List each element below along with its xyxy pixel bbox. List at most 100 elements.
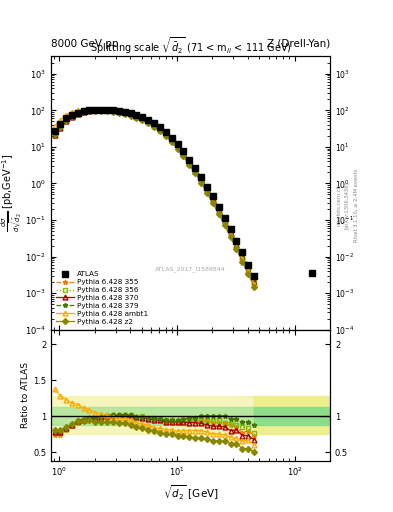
Pythia 6.428 356	[222, 217, 227, 223]
Pythia 6.428 z2	[181, 153, 185, 159]
Pythia 6.428 355	[70, 114, 74, 120]
Pythia 6.428 ambt1	[99, 106, 104, 112]
Pythia 6.428 355	[87, 108, 92, 114]
Pythia 6.428 356	[134, 112, 139, 118]
Pythia 6.428 379	[252, 275, 257, 281]
Pythia 6.428 379	[122, 109, 127, 115]
Pythia 6.428 370	[105, 107, 109, 113]
Pythia 6.428 ambt1	[210, 198, 215, 204]
Pythia 6.428 370	[240, 254, 245, 261]
Pythia 6.428 370	[187, 158, 192, 164]
Pythia 6.428 ambt1	[234, 244, 239, 250]
Pythia 6.428 370	[70, 114, 74, 120]
ATLAS	[163, 129, 168, 135]
Pythia 6.428 379	[146, 117, 151, 123]
Pythia 6.428 z2	[116, 110, 121, 116]
Pythia 6.428 356	[199, 175, 204, 181]
ATLAS	[246, 262, 251, 268]
Pythia 6.428 370	[122, 109, 127, 115]
Pythia 6.428 355	[105, 107, 109, 113]
Pythia 6.428 379	[87, 108, 92, 114]
Pythia 6.428 370	[158, 125, 162, 131]
Pythia 6.428 356	[52, 133, 57, 139]
Pythia 6.428 355	[134, 112, 139, 118]
Pythia 6.428 370	[204, 185, 209, 191]
Pythia 6.428 z2	[222, 222, 227, 228]
ATLAS	[110, 107, 115, 113]
Pythia 6.428 355	[158, 125, 162, 131]
ATLAS	[187, 157, 192, 163]
Pythia 6.428 z2	[64, 117, 68, 123]
ATLAS	[204, 183, 209, 189]
Pythia 6.428 356	[193, 165, 198, 172]
Pythia 6.428 ambt1	[110, 108, 115, 114]
Pythia 6.428 z2	[140, 117, 145, 123]
Pythia 6.428 ambt1	[64, 112, 68, 118]
Text: mcplots.cern.ch: mcplots.cern.ch	[336, 184, 341, 226]
Pythia 6.428 355	[187, 158, 192, 164]
Pythia 6.428 355	[193, 166, 198, 172]
Pythia 6.428 z2	[99, 108, 104, 114]
ATLAS	[169, 135, 174, 141]
ATLAS	[105, 107, 109, 113]
Pythia 6.428 z2	[70, 113, 74, 119]
Pythia 6.428 356	[187, 157, 192, 163]
Pythia 6.428 ambt1	[175, 144, 180, 151]
ATLAS	[70, 112, 74, 118]
ATLAS	[158, 124, 162, 130]
Pythia 6.428 z2	[234, 246, 239, 252]
Pythia 6.428 379	[64, 118, 68, 124]
Pythia 6.428 379	[116, 108, 121, 114]
Pythia 6.428 ambt1	[140, 116, 145, 122]
Pythia 6.428 356	[110, 107, 115, 113]
ATLAS	[181, 148, 185, 155]
Pythia 6.428 ambt1	[199, 178, 204, 184]
Title: Splitting scale $\sqrt{\bar{d}_2}$ (71 < m$_{ll}$ < 111 GeV): Splitting scale $\sqrt{\bar{d}_2}$ (71 <…	[90, 35, 292, 56]
Pythia 6.428 355	[163, 130, 168, 136]
Pythia 6.428 ambt1	[204, 187, 209, 194]
ATLAS	[252, 272, 257, 279]
Pythia 6.428 ambt1	[116, 109, 121, 115]
Pythia 6.428 370	[222, 218, 227, 224]
ATLAS	[52, 128, 57, 134]
Pythia 6.428 355	[199, 175, 204, 181]
Pythia 6.428 ambt1	[122, 110, 127, 116]
Pythia 6.428 ambt1	[70, 109, 74, 115]
ATLAS	[240, 249, 245, 255]
Pythia 6.428 z2	[240, 259, 245, 265]
Pythia 6.428 379	[128, 110, 133, 116]
Pythia 6.428 356	[122, 109, 127, 115]
ATLAS	[128, 111, 133, 117]
Pythia 6.428 370	[234, 242, 239, 248]
Pythia 6.428 356	[146, 117, 151, 123]
Pythia 6.428 ambt1	[128, 112, 133, 118]
Pythia 6.428 379	[187, 157, 192, 163]
ATLAS	[234, 238, 239, 244]
Pythia 6.428 355	[210, 195, 215, 201]
Pythia 6.428 ambt1	[105, 106, 109, 113]
Pythia 6.428 356	[181, 149, 185, 155]
Pythia 6.428 z2	[152, 124, 156, 130]
ATLAS	[210, 194, 215, 200]
Pythia 6.428 379	[58, 124, 63, 131]
Pythia 6.428 ambt1	[134, 114, 139, 120]
Pythia 6.428 356	[210, 195, 215, 201]
Line: Pythia 6.428 ambt1: Pythia 6.428 ambt1	[52, 106, 257, 286]
Pythia 6.428 356	[169, 135, 174, 141]
Pythia 6.428 370	[152, 121, 156, 127]
Pythia 6.428 355	[110, 107, 115, 113]
Pythia 6.428 355	[240, 253, 245, 260]
Pythia 6.428 355	[75, 111, 80, 117]
Pythia 6.428 379	[110, 107, 115, 113]
ATLAS	[99, 106, 104, 113]
Legend: ATLAS, Pythia 6.428 355, Pythia 6.428 356, Pythia 6.428 370, Pythia 6.428 379, P: ATLAS, Pythia 6.428 355, Pythia 6.428 35…	[55, 270, 150, 326]
Pythia 6.428 379	[240, 250, 245, 257]
Pythia 6.428 356	[152, 121, 156, 127]
Pythia 6.428 356	[252, 277, 257, 283]
Pythia 6.428 356	[234, 240, 239, 246]
Pythia 6.428 z2	[110, 109, 115, 115]
Pythia 6.428 379	[70, 113, 74, 119]
Pythia 6.428 z2	[81, 109, 86, 115]
Line: ATLAS: ATLAS	[52, 107, 315, 279]
ATLAS	[217, 204, 221, 210]
